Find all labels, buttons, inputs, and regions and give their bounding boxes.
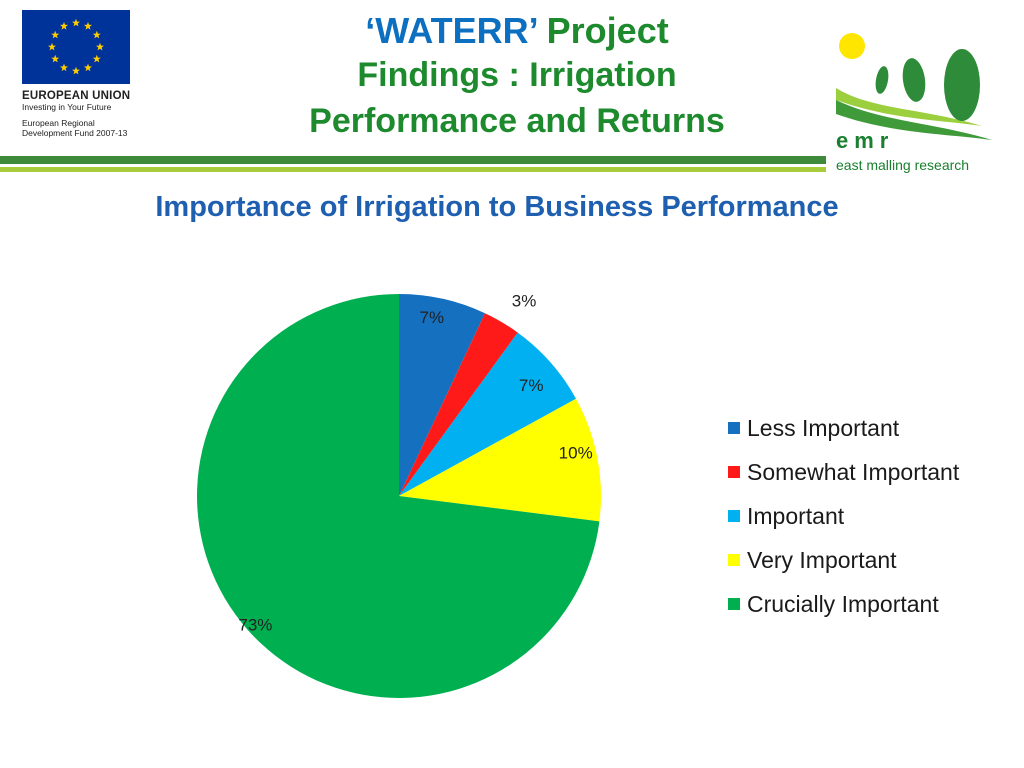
legend-swatch — [728, 554, 740, 566]
pie-slice-important — [399, 332, 577, 496]
eu-logo: EUROPEAN UNION Investing in Your Future … — [22, 10, 134, 138]
eu-flag-icon — [22, 10, 130, 84]
legend-item: Somewhat Important — [728, 450, 959, 494]
legend-swatch — [728, 598, 740, 610]
pie-data-label: 3% — [512, 292, 537, 311]
legend-swatch — [728, 510, 740, 522]
legend-label: Very Important — [747, 546, 897, 573]
legend-label: Somewhat Important — [747, 458, 960, 485]
eu-star-icon — [92, 54, 101, 63]
chart-legend: Less Important Somewhat Important Importan… — [728, 406, 959, 626]
pie-slice-less-important — [399, 294, 486, 496]
legend-item: Very Important — [728, 538, 959, 582]
chart-title: Importance of Irrigation to Business Per… — [155, 191, 839, 223]
title-line1: ‘WATERR’ Project — [230, 10, 804, 52]
title-line3: Performance and Returns — [309, 102, 725, 140]
eu-star-icon — [51, 30, 60, 39]
legend-label: Important — [747, 502, 845, 529]
pie-slice-crucially-important — [197, 294, 600, 699]
legend-item: Important — [728, 494, 959, 538]
eu-star-icon — [60, 63, 68, 72]
eu-star-icon — [84, 63, 92, 72]
eu-star-icon — [51, 54, 60, 63]
title-word: Project — [546, 10, 669, 51]
eu-fund-line2: Development Fund 2007-13 — [22, 128, 128, 138]
header-divider-dark — [0, 156, 826, 164]
emr-abbr: emr — [836, 128, 895, 153]
title-line2: Findings : Irrigation — [357, 56, 677, 94]
page-title: ‘WATERR’ Project Findings : Irrigation P… — [230, 10, 804, 144]
pie-slice-somewhat-important — [399, 313, 518, 496]
eu-star-icon — [60, 22, 68, 30]
eu-tagline: Investing in Your Future — [22, 102, 112, 112]
legend-swatch — [728, 422, 740, 434]
pie-data-label: 73% — [238, 616, 272, 635]
eu-fund-line1: European Regional — [22, 118, 95, 128]
emr-name: east malling research — [836, 157, 970, 173]
legend-item: Crucially Important — [728, 582, 959, 626]
eu-star-icon — [92, 30, 101, 39]
header-divider-light — [0, 167, 826, 172]
pie-slice-very-important — [399, 398, 602, 522]
eu-star-icon — [84, 22, 92, 30]
eu-star-icon — [48, 42, 56, 51]
legend-label: Crucially Important — [747, 590, 939, 617]
eu-star-icon — [96, 42, 104, 51]
pie-data-label: 7% — [420, 308, 445, 327]
emr-logo-icon — [836, 33, 992, 140]
title-quote: ‘WATERR’ — [365, 10, 537, 51]
legend-label: Less Important — [747, 414, 900, 441]
eu-name: EUROPEAN UNION — [22, 90, 131, 102]
legend-item: Less Important — [728, 406, 959, 450]
eu-star-icon — [72, 66, 80, 75]
eu-star-icon — [72, 18, 80, 27]
legend-swatch — [728, 466, 740, 478]
pie-data-label: 7% — [519, 376, 544, 395]
pie-data-label: 10% — [559, 443, 593, 462]
